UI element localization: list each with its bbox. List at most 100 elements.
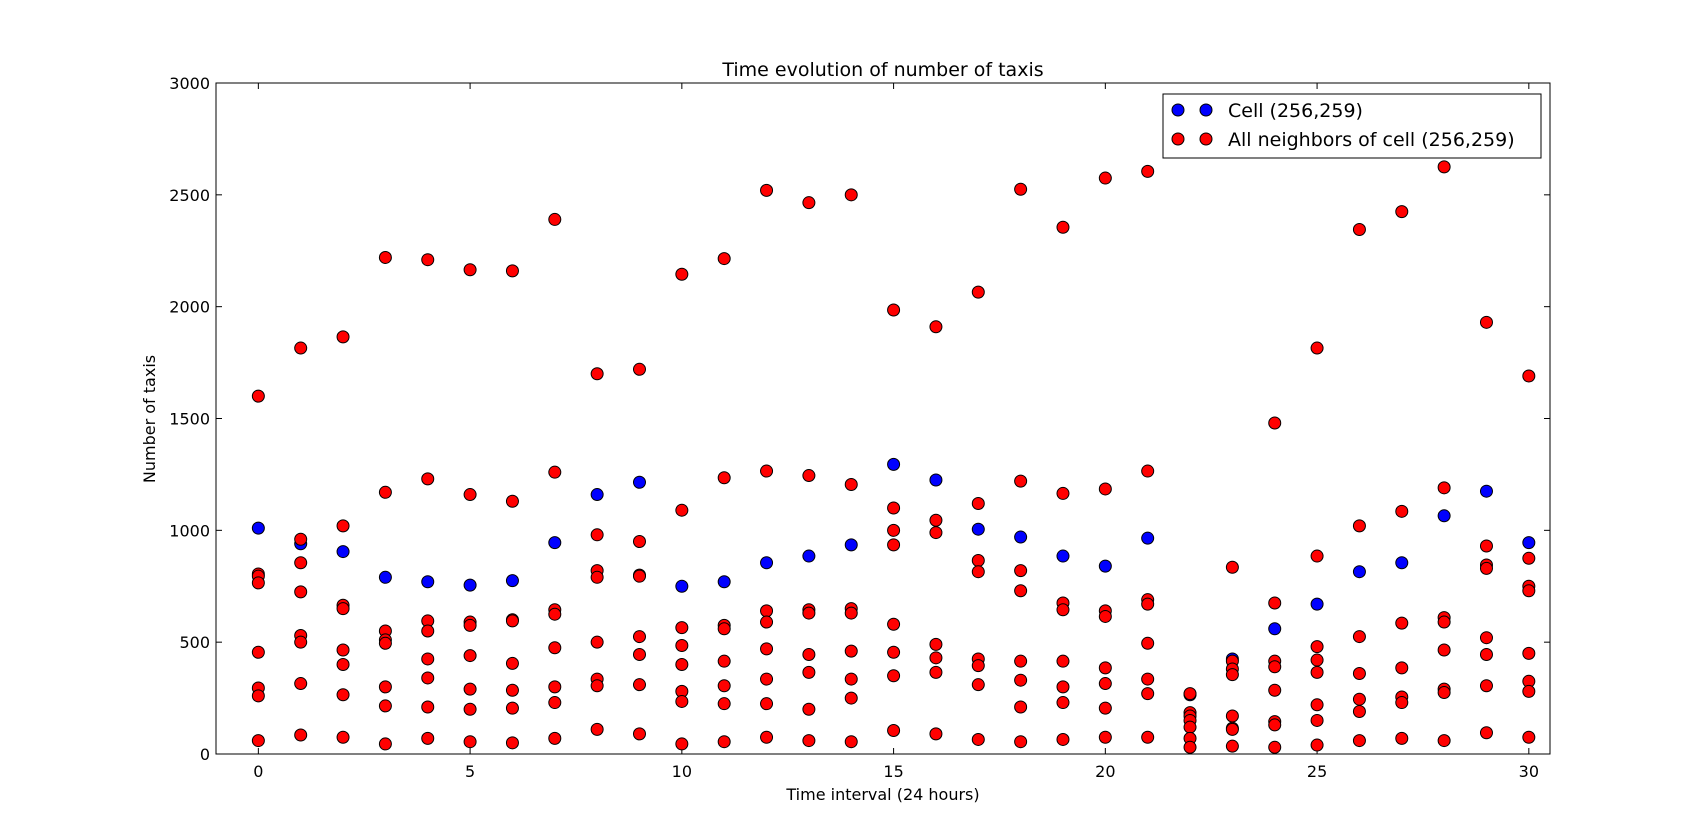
neighbors-data-point [1437, 734, 1451, 748]
neighbors-data-point [929, 513, 943, 527]
neighbors-data-point [251, 576, 265, 590]
neighbors-data-point [1395, 696, 1409, 710]
cell-data-point [844, 538, 858, 552]
neighbors-data-point [971, 678, 985, 692]
neighbors-data-point [505, 683, 519, 697]
neighbors-data-point [802, 196, 816, 210]
x-tick-label: 5 [465, 762, 475, 781]
neighbors-data-point [1098, 730, 1112, 744]
neighbors-data-point [505, 494, 519, 508]
neighbors-data-point [971, 565, 985, 579]
neighbors-data-point [1522, 684, 1536, 698]
neighbors-data-point [844, 691, 858, 705]
neighbors-data-point [675, 267, 689, 281]
cell-data-point [1437, 509, 1451, 523]
neighbors-data-point [632, 678, 646, 692]
neighbors-data-point [590, 679, 604, 693]
cell-data-point [1310, 597, 1324, 611]
neighbors-data-point [632, 362, 646, 376]
cell-data-point [463, 578, 477, 592]
neighbors-data-point [760, 642, 774, 656]
neighbors-data-point [675, 737, 689, 751]
cell-data-point [632, 475, 646, 489]
neighbors-data-point [1310, 738, 1324, 752]
neighbors-data-point [421, 671, 435, 685]
neighbors-data-point [505, 701, 519, 715]
legend-label-cell: Cell (256,259) [1228, 100, 1363, 122]
neighbors-data-point [336, 519, 350, 533]
neighbors-data-point [1098, 661, 1112, 675]
neighbors-data-point [1310, 341, 1324, 355]
y-tick-label: 1000 [169, 521, 210, 540]
neighbors-data-point [717, 471, 731, 485]
neighbors-data-point [1098, 171, 1112, 185]
neighbors-data-point [1014, 564, 1028, 578]
neighbors-data-point [251, 734, 265, 748]
cell-data-point [1014, 530, 1028, 544]
data-points [251, 160, 1536, 754]
neighbors-data-point [590, 367, 604, 381]
neighbors-data-point [463, 682, 477, 696]
cell-data-point [1098, 559, 1112, 573]
neighbors-data-point [760, 183, 774, 197]
neighbors-data-point [463, 649, 477, 663]
neighbors-data-point [1352, 734, 1366, 748]
cell-data-point [336, 545, 350, 559]
neighbors-data-point [421, 652, 435, 666]
neighbors-data-point [844, 606, 858, 620]
x-tick-label: 0 [253, 762, 263, 781]
neighbors-data-point [1225, 709, 1239, 723]
cell-data-point [971, 522, 985, 536]
neighbors-data-point [463, 488, 477, 502]
neighbors-data-point [1183, 740, 1197, 754]
neighbors-data-point [887, 669, 901, 683]
neighbors-data-point [802, 606, 816, 620]
neighbors-data-point [844, 735, 858, 749]
neighbors-data-point [929, 651, 943, 665]
neighbors-data-point [1352, 223, 1366, 237]
neighbors-data-point [421, 731, 435, 745]
neighbors-data-point [1268, 416, 1282, 430]
neighbors-data-point [1479, 561, 1493, 575]
neighbors-data-point [844, 188, 858, 202]
neighbors-data-point [1014, 700, 1028, 714]
neighbors-data-point [1352, 692, 1366, 706]
neighbors-data-point [675, 503, 689, 517]
neighbors-data-point [590, 570, 604, 584]
cell-data-point [717, 575, 731, 589]
chart-title: Time evolution of number of taxis [721, 59, 1043, 81]
neighbors-data-point [378, 680, 392, 694]
neighbors-data-point [717, 252, 731, 266]
neighbors-data-point [1014, 673, 1028, 687]
x-tick-label: 30 [1519, 762, 1539, 781]
neighbors-data-point [675, 621, 689, 635]
neighbors-data-point [1056, 732, 1070, 746]
neighbors-data-point [548, 607, 562, 621]
neighbors-data-point [378, 250, 392, 264]
neighbors-data-point [1014, 735, 1028, 749]
neighbors-data-point [1479, 539, 1493, 553]
neighbors-data-point [1479, 726, 1493, 740]
neighbors-data-point [760, 730, 774, 744]
neighbors-data-point [929, 320, 943, 334]
neighbors-data-point [1056, 603, 1070, 617]
series-neighbors [251, 160, 1536, 754]
neighbors-data-point [971, 732, 985, 746]
neighbors-data-point [1098, 701, 1112, 715]
neighbors-data-point [1479, 647, 1493, 661]
neighbors-data-point [887, 303, 901, 317]
neighbors-data-point [1310, 713, 1324, 727]
neighbors-data-point [844, 644, 858, 658]
neighbors-data-point [1141, 687, 1155, 701]
neighbors-data-point [251, 689, 265, 703]
neighbors-data-point [760, 464, 774, 478]
neighbors-data-point [1310, 698, 1324, 712]
neighbors-data-point [505, 614, 519, 628]
cell-data-point [1522, 536, 1536, 550]
neighbors-data-point [505, 264, 519, 278]
neighbors-data-point [1098, 609, 1112, 623]
neighbors-data-point [1479, 315, 1493, 329]
neighbors-data-point [1437, 685, 1451, 699]
neighbors-data-point [1352, 519, 1366, 533]
